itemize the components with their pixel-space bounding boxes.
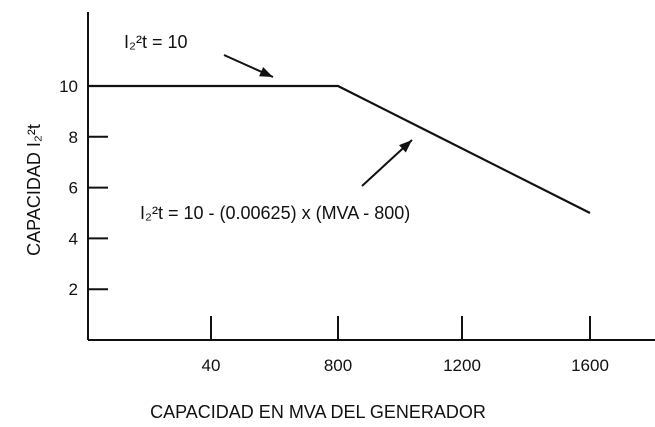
series-line <box>88 84 591 214</box>
series <box>88 84 591 214</box>
axes <box>87 12 655 341</box>
y-tick-label: 8 <box>69 128 78 147</box>
y-tick-label: 4 <box>69 229 78 248</box>
x-tick-label: 800 <box>324 356 352 375</box>
y-tick-label: 6 <box>69 179 78 198</box>
x-tick-label: 1200 <box>443 356 481 375</box>
annotation-text: I₂²t = 10 <box>124 32 188 52</box>
x-ticks: 40 800 1200 1600 <box>202 316 609 375</box>
annotation-arrow-head <box>399 140 412 153</box>
x-tick-label: 1600 <box>571 356 609 375</box>
y-tick-label: 10 <box>59 77 78 96</box>
annotation-text: I₂²t = 10 - (0.00625) x (MVA - 800) <box>140 203 410 223</box>
annotations: I₂²t = 10 I₂²t = 10 - (0.00625) x (MVA - … <box>124 32 413 223</box>
y-tick-label: 2 <box>69 280 78 299</box>
annotation-arrow-head <box>259 67 273 77</box>
y-axis-title: CAPACIDAD I₂²t <box>24 124 44 256</box>
x-axis-title: CAPACIDAD EN MVA DEL GENERADOR <box>150 402 486 422</box>
y-ticks: 10 8 6 4 2 <box>59 77 108 299</box>
x-tick-label: 40 <box>202 356 221 375</box>
